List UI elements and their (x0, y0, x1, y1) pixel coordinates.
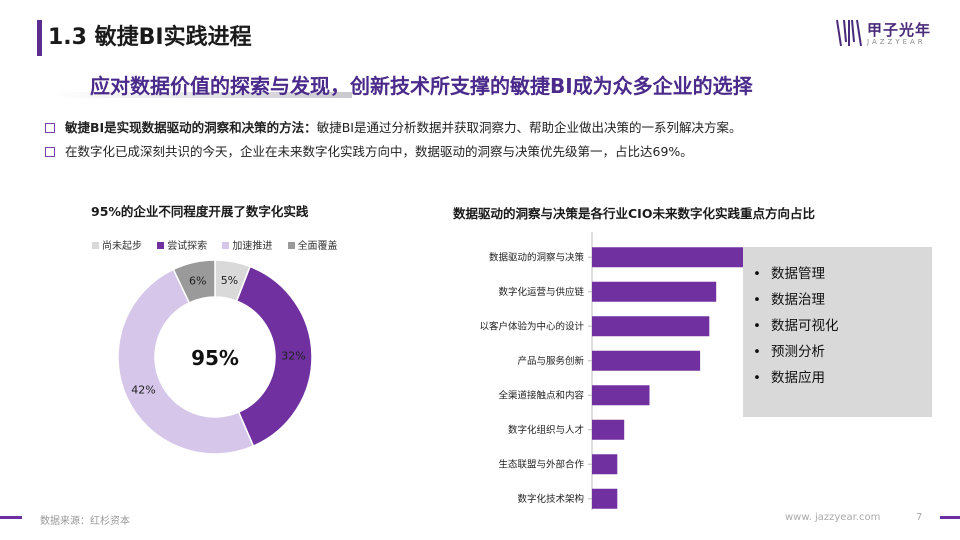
capability-item: • 预测分析 (753, 339, 932, 365)
subtitle-decor-line (52, 92, 352, 98)
page-title: 1.3 敏捷BI实践进程 (48, 25, 252, 50)
legend-swatch (92, 241, 99, 249)
bullet-dot-icon: • (753, 344, 761, 360)
legend-label: 加速推进 (232, 241, 273, 252)
legend-swatch (287, 241, 295, 249)
bullet-bold-text: 敏捷BI是实现数据驱动的洞察和决策的方法： (65, 120, 317, 135)
bar (592, 316, 710, 337)
bullet-dot-icon: • (753, 292, 761, 308)
logo-mark-icon (836, 19, 862, 47)
bar (592, 350, 701, 371)
donut-legend: 尚未起步 尝试探索 加速推进 全面覆盖 (92, 237, 350, 252)
footer-url: www. jazzyear.com (785, 512, 881, 523)
capability-item: • 数据治理 (753, 287, 932, 313)
legend-item: 全面覆盖 (287, 237, 338, 252)
legend-item: 加速推进 (222, 237, 272, 252)
bar-category-label: 数据驱动的洞察与决策 (489, 251, 585, 263)
logo-subtext: JAZZYEAR (867, 38, 926, 46)
bullet-dot-icon: • (753, 370, 761, 386)
bar (592, 488, 618, 509)
capability-label: 预测分析 (771, 344, 825, 360)
donut-slice-label: 6% (189, 274, 206, 287)
donut-slice-label: 32% (281, 350, 305, 363)
capability-list: • 数据管理 • 数据治理 • 数据可视化 • 预测分析 • 数据应用 (743, 247, 932, 391)
donut-slice-label: 42% (131, 383, 155, 396)
bar (592, 385, 650, 406)
capability-label: 数据管理 (771, 266, 825, 282)
bar (592, 454, 618, 475)
brand-logo: 甲子光年 JAZZYEAR (835, 18, 935, 50)
bullet-item-1: 敏捷BI是实现数据驱动的洞察和决策的方法：敏捷BI是通过分析数据并获取洞察力、帮… (45, 117, 741, 136)
donut-slice (172, 259, 216, 304)
bar (592, 247, 751, 268)
legend-item: 尝试探索 (157, 237, 207, 252)
bar-category-label: 产品与服务创新 (517, 355, 584, 367)
donut-slice-label: 5% (221, 274, 238, 287)
bullet-item-2: 在数字化已成深刻共识的今天，企业在未来数字化实践方向中，数据驱动的洞察与决策优先… (45, 141, 693, 160)
legend-swatch (222, 241, 230, 249)
bar (592, 281, 717, 302)
donut-slice (235, 265, 313, 448)
donut-center-label: 95% (191, 346, 239, 370)
square-bullet-icon (45, 146, 55, 157)
bullet-dot-icon: • (753, 318, 761, 334)
bullet-dot-icon: • (753, 266, 761, 282)
donut-chart: 5% 32% 42% 6% 95% (117, 259, 313, 455)
title-accent-bar (37, 20, 42, 56)
capability-item: • 数据应用 (753, 365, 932, 391)
bar-category-label: 数字化运营与供应链 (498, 286, 584, 298)
page-subtitle: 应对数据价值的探索与发现，创新技术所支撑的敏捷BI成为众多企业的选择 (90, 74, 753, 98)
capability-label: 数据可视化 (771, 318, 839, 334)
logo-text: 甲子光年 (867, 21, 932, 39)
page-number: 7 (916, 512, 923, 523)
square-bullet-icon (45, 122, 55, 133)
capability-item: • 数据管理 (753, 261, 932, 287)
bullet-text: 敏捷BI是通过分析数据并获取洞察力、帮助企业做出决策的一系列解决方案。 (316, 120, 742, 135)
bar-chart: 数据驱动的洞察与决策数字化运营与供应链以客户体验为中心的设计产品与服务创新全渠道… (479, 232, 751, 510)
capability-item: • 数据可视化 (753, 313, 932, 339)
donut-chart-title: 95%的企业不同程度开展了数字化实践 (91, 204, 309, 219)
legend-label: 尝试探索 (167, 241, 208, 252)
bar-category-label: 以客户体验为中心的设计 (479, 320, 584, 332)
legend-label: 全面覆盖 (297, 241, 338, 252)
bullet-text: 在数字化已成深刻共识的今天，企业在未来数字化实践方向中，数据驱动的洞察与决策优先… (65, 144, 693, 159)
footer-accent-left (0, 516, 22, 519)
bar-chart-title: 数据驱动的洞察与决策是各行业CIO未来数字化实践重点方向占比 (453, 206, 815, 221)
bar (592, 419, 625, 440)
legend-swatch (157, 241, 165, 249)
legend-item: 尚未起步 (92, 237, 142, 252)
footer-accent-right (940, 516, 960, 519)
footer-source: 数据来源：红杉资本 (40, 516, 130, 527)
capability-label: 数据治理 (771, 292, 825, 308)
bar-category-label: 生态联盟与外部合作 (498, 458, 584, 470)
data-capability-box: • 数据管理 • 数据治理 • 数据可视化 • 预测分析 • 数据应用 (743, 247, 932, 417)
bar-category-label: 数字化组织与人才 (508, 424, 584, 436)
legend-label: 尚未起步 (102, 241, 142, 252)
donut-slice (117, 268, 255, 455)
bar-category-label: 全渠道接触点和内容 (498, 389, 584, 401)
bar-category-label: 数字化技术架构 (517, 493, 584, 505)
capability-label: 数据应用 (771, 370, 825, 386)
